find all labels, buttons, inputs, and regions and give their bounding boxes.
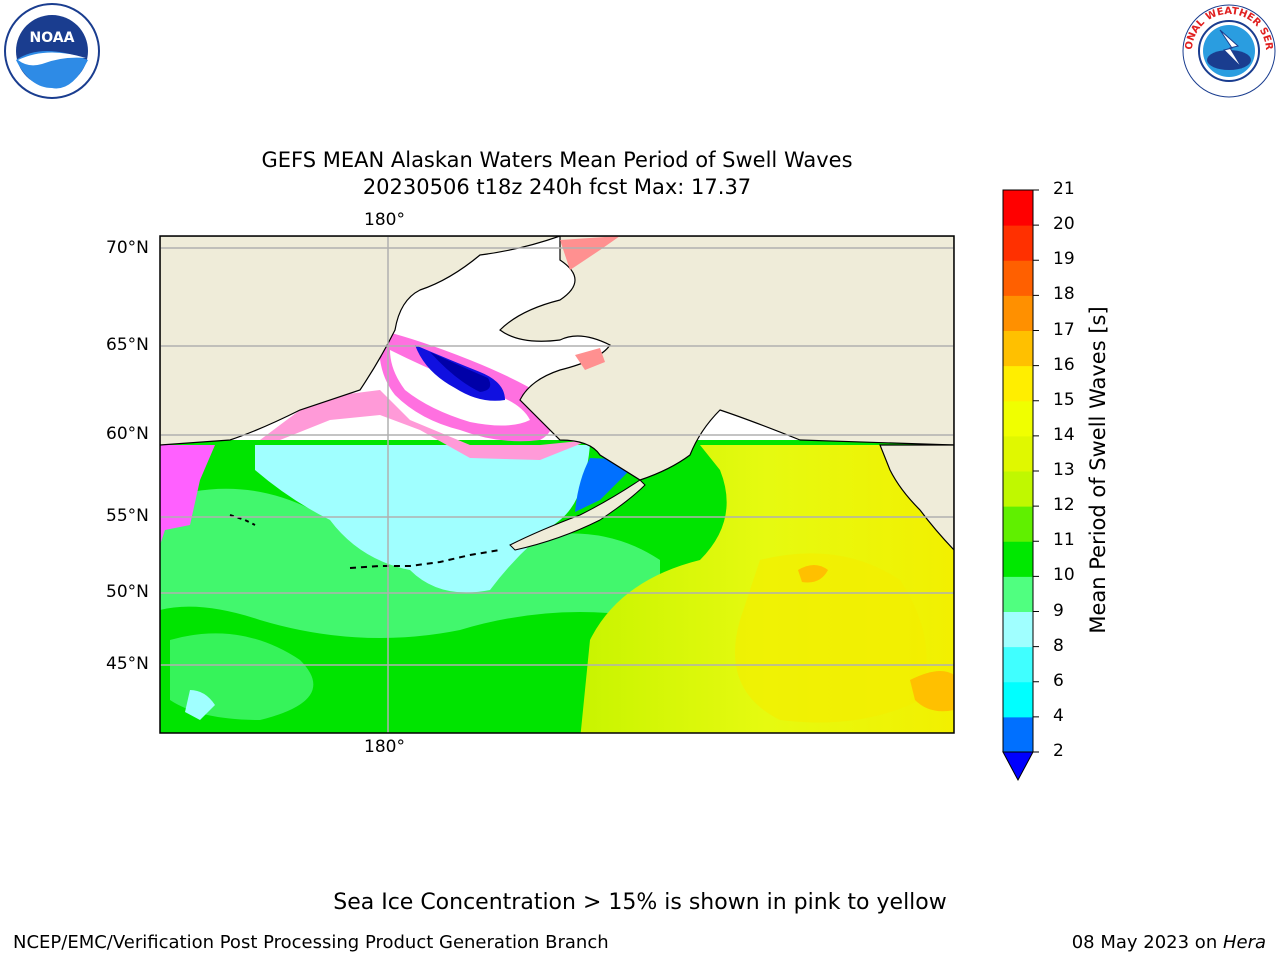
colorbar-tick-label: 8	[1053, 635, 1064, 656]
colorbar-segment	[1003, 435, 1033, 472]
colorbar-tick-label: 19	[1053, 249, 1075, 270]
ocean-region-2s	[575, 458, 640, 512]
noaa-logo-text: NOAA	[30, 30, 75, 46]
colorbar-segment	[1003, 716, 1033, 753]
aleutian-islands	[349, 549, 501, 569]
colorbar-tick-label: 11	[1053, 530, 1075, 551]
colorbar-tick-label: 9	[1053, 600, 1064, 621]
sea-ice-edge	[560, 236, 620, 270]
colorbar-tick-label: 10	[1053, 565, 1075, 586]
map-frame	[159, 235, 955, 734]
colorbar-tick-label: 6	[1053, 670, 1064, 691]
sea-ice-note: Sea Ice Concentration > 15% is shown in …	[333, 890, 947, 915]
colorbar-title: Mean Period of Swell Waves [s]	[1086, 306, 1110, 634]
nws-logo: NATIONAL WEATHER SERVICE	[1180, 2, 1276, 98]
colorbar-extend-arrow	[1002, 751, 1034, 782]
noaa-logo: NOAA	[4, 3, 100, 99]
colorbar-segment	[1003, 400, 1033, 437]
sea-ice-edge	[260, 390, 590, 460]
ocean-region-15s	[735, 553, 927, 723]
land-alaska-panhandle	[879, 444, 954, 551]
lat-label-70: 70°N	[106, 238, 149, 258]
sea-ice-edge	[160, 445, 215, 545]
colorbar-segment	[1003, 681, 1033, 718]
lat-label-65: 65°N	[106, 335, 149, 355]
colorbar-tick-label: 21	[1053, 179, 1075, 199]
map-title-line1: GEFS MEAN Alaskan Waters Mean Period of …	[261, 148, 853, 172]
colorbar	[1002, 189, 1039, 782]
land-alaska	[499, 236, 954, 481]
footer-machine: Hera	[1222, 932, 1266, 953]
land-siberia	[160, 236, 561, 446]
map-title-line2: 20230506 t18z 240h fcst Max: 17.37	[362, 175, 752, 199]
gridlines	[160, 236, 954, 733]
ocean-region-8s	[255, 445, 590, 593]
colorbar-tick-label: 2	[1053, 741, 1064, 761]
lon-label-top: 180°	[364, 210, 405, 230]
colorbar-tick-label: 12	[1053, 495, 1075, 516]
colorbar-segment	[1003, 576, 1033, 612]
sea-ice-high	[430, 352, 491, 392]
colorbar-segment	[1003, 611, 1033, 648]
colorbar-segment	[1003, 646, 1033, 683]
colorbar-segment	[1003, 295, 1033, 331]
colorbar-segment	[1003, 190, 1033, 226]
colorbar-tick-label: 18	[1053, 284, 1075, 305]
ocean-region-16s	[798, 565, 828, 583]
footer-date: 08 May 2023 on Hera	[1072, 932, 1266, 953]
lat-label-50: 50°N	[106, 582, 149, 602]
colorbar-segment	[1003, 506, 1033, 542]
ocean-region-8s	[185, 690, 215, 720]
colorbar-segment	[1003, 541, 1033, 577]
colorbar-tick-label: 13	[1053, 460, 1075, 480]
sea-ice-edge	[575, 348, 605, 370]
colorbar-segment	[1003, 330, 1033, 367]
ocean-region-17s	[910, 671, 954, 712]
lat-label-60: 60°N	[106, 424, 149, 444]
footer-date-text: 08 May 2023 on	[1071, 932, 1223, 953]
lat-label-45: 45°N	[106, 654, 149, 674]
colorbar-segment	[1003, 365, 1033, 402]
colorbar-tick-label: 15	[1053, 389, 1075, 410]
colorbar-tick-label: 14	[1053, 424, 1075, 445]
colorbar-segment	[1003, 471, 1033, 507]
colorbar-tick-label: 16	[1053, 354, 1075, 375]
lon-label-bottom: 180°	[364, 737, 405, 757]
land-alaska-peninsula	[509, 479, 646, 551]
colorbar-segment	[1003, 260, 1033, 296]
colorbar-tick-label: 4	[1053, 705, 1064, 726]
colorbar-tick-label: 20	[1053, 214, 1075, 235]
colorbar-tick-label: 17	[1053, 319, 1075, 340]
footer-organization: NCEP/EMC/Verification Post Processing Pr…	[13, 932, 609, 953]
colorbar-segment	[1003, 225, 1033, 261]
lat-label-55: 55°N	[106, 506, 149, 526]
